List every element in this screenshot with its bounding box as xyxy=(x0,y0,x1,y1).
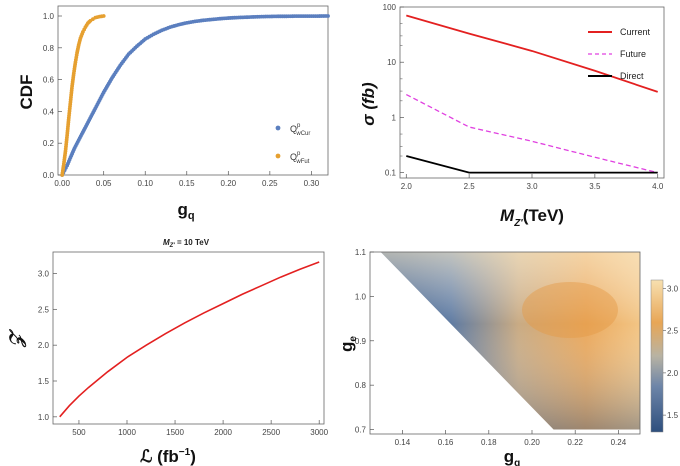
x-tick-label: 2.5 xyxy=(464,182,476,191)
series-line-future xyxy=(405,93,658,174)
x-axis-label: ℒ (fb−1) xyxy=(140,447,196,466)
colorbar xyxy=(650,279,664,433)
x-tick-label: 2500 xyxy=(262,428,280,437)
plot-frame xyxy=(369,251,641,435)
colorbar-tick-label: 1.5 xyxy=(667,411,679,420)
y-tick-label: 0.8 xyxy=(355,381,367,390)
series-line-current xyxy=(406,14,658,93)
heatmap-region xyxy=(380,252,640,430)
y-tick-label: 1 xyxy=(392,113,397,122)
y-tick-label: 10 xyxy=(387,58,396,67)
panel-cdf: 0.00 0.05 0.10 0.15 0.20 0.25 0.30 0.00.20.40.… xyxy=(17,5,330,222)
y-tick-label: 0.0 xyxy=(43,171,55,180)
colorbar-tick-label: 3.0 xyxy=(667,284,679,293)
y-tick-label: 3.0 xyxy=(38,270,50,279)
x-tick-label: 0.10 xyxy=(137,179,153,188)
x-tick-label: 0.14 xyxy=(395,438,411,447)
series-lines xyxy=(405,14,658,174)
legend: Qp wCur Qp wFut xyxy=(275,123,310,165)
y-tick-label: 1.1 xyxy=(355,248,367,257)
x-tick-label: 2000 xyxy=(214,428,232,437)
series-line-significance xyxy=(59,261,320,418)
x-tick-label: 0.00 xyxy=(54,179,70,188)
x-tick-label: 1000 xyxy=(118,428,136,437)
x-tick-label: 0.22 xyxy=(567,438,583,447)
x-tick-label: 500 xyxy=(72,428,86,437)
y-axis-label: 𝒵 xyxy=(6,329,27,348)
y-tick-label: 1.0 xyxy=(38,413,50,422)
y-tick-label: 2.0 xyxy=(38,341,50,350)
y-axis-label: σ (fb) xyxy=(359,82,378,126)
y-tick-label: 1.0 xyxy=(43,12,55,21)
x-tick-label: 0.20 xyxy=(524,438,540,447)
colorbar-tick-label: 2.0 xyxy=(667,369,679,378)
y-axis-label: CDF xyxy=(17,75,36,110)
x-axis-label: MZ'(TeV) xyxy=(500,206,564,229)
x-tick-label: 0.16 xyxy=(438,438,454,447)
legend-label-fut: Qp wFut xyxy=(290,151,310,165)
plot-frame xyxy=(57,5,329,176)
colorbar-tick-label: 2.5 xyxy=(667,327,679,336)
y-tick-label: 0.4 xyxy=(43,107,55,116)
x-axis-ticks: 0.00 0.05 0.10 0.15 0.20 0.25 0.30 xyxy=(54,171,320,188)
y-tick-label: 0.7 xyxy=(355,426,367,435)
legend-label-cur: Qp wCur xyxy=(290,123,310,137)
panel-significance: MZ' = 10 TeV 500 1000 1500 2000 2500 3000 1.0… xyxy=(6,238,329,466)
y-axis-ticks: 0.7 0.8 0.9 1.0 1.1 xyxy=(355,248,374,435)
legend-marker-fut xyxy=(275,153,281,159)
y-tick-label: 1.5 xyxy=(38,377,50,386)
x-tick-label: 0.24 xyxy=(611,438,627,447)
y-tick-label: 0.9 xyxy=(355,337,367,346)
plot-frame xyxy=(52,251,325,425)
series-line-direct xyxy=(406,155,658,174)
y-tick-label: 100 xyxy=(383,3,397,12)
y-axis-label: ge xyxy=(337,336,359,352)
legend-label-direct: Direct xyxy=(620,71,644,81)
y-tick-label: 0.8 xyxy=(43,44,55,53)
x-axis-ticks: 0.14 0.16 0.18 0.20 0.22 0.24 xyxy=(395,430,627,447)
panel-heatmap: 0.14 0.16 0.18 0.20 0.22 0.24 0.7 0.8 0.9 1.0 1.1… xyxy=(337,248,679,466)
x-tick-label: 0.20 xyxy=(221,179,237,188)
x-tick-label: 0.15 xyxy=(179,179,195,188)
x-tick-label: 2.0 xyxy=(401,182,413,191)
legend-label-current: Current xyxy=(620,27,651,37)
x-axis-label: gq xyxy=(504,447,521,466)
y-tick-label: 0.2 xyxy=(43,139,55,148)
legend-label-future: Future xyxy=(620,49,646,59)
data-point-cur xyxy=(326,14,330,18)
x-tick-label: 3000 xyxy=(310,428,328,437)
colorbar-ticks: 1.5 2.0 2.5 3.0 xyxy=(663,284,679,420)
x-tick-label: 0.25 xyxy=(262,179,278,188)
data-point-fut xyxy=(101,14,106,18)
y-axis-ticks: 0.1 1 10 100 xyxy=(383,3,404,178)
y-tick-label: 0.6 xyxy=(43,76,55,85)
x-tick-label: 0.30 xyxy=(304,179,320,188)
x-axis-ticks: 500 1000 1500 2000 2500 3000 xyxy=(72,420,329,437)
x-axis-ticks: 2.0 2.5 3.0 3.5 4.0 xyxy=(401,174,664,191)
legend: Current Future Direct xyxy=(588,27,651,81)
x-tick-label: 0.05 xyxy=(96,179,112,188)
legend-marker-cur xyxy=(275,125,281,131)
y-tick-label: 0.1 xyxy=(385,169,397,178)
x-tick-label: 0.18 xyxy=(481,438,497,447)
y-tick-label: 2.5 xyxy=(38,305,50,314)
series-lines xyxy=(59,261,320,418)
x-tick-label: 1500 xyxy=(166,428,184,437)
scatter-points xyxy=(60,14,330,177)
x-tick-label: 3.5 xyxy=(589,182,601,191)
y-axis-ticks: 0.0 0.2 0.4 0.6 0.8 1.0 xyxy=(43,12,62,180)
panel-cross-section: 2.0 2.5 3.0 3.5 4.0 0.1 1 10 100 σ (fb) MZ'(TeV… xyxy=(359,3,665,229)
y-axis-ticks: 1.0 1.5 2.0 2.5 3.0 xyxy=(38,270,57,422)
y-tick-label: 1.0 xyxy=(355,292,367,301)
x-tick-label: 3.0 xyxy=(526,182,538,191)
chart-title: MZ' = 10 TeV xyxy=(163,238,210,249)
x-axis-label: gq xyxy=(177,200,194,222)
x-tick-label: 4.0 xyxy=(652,182,664,191)
